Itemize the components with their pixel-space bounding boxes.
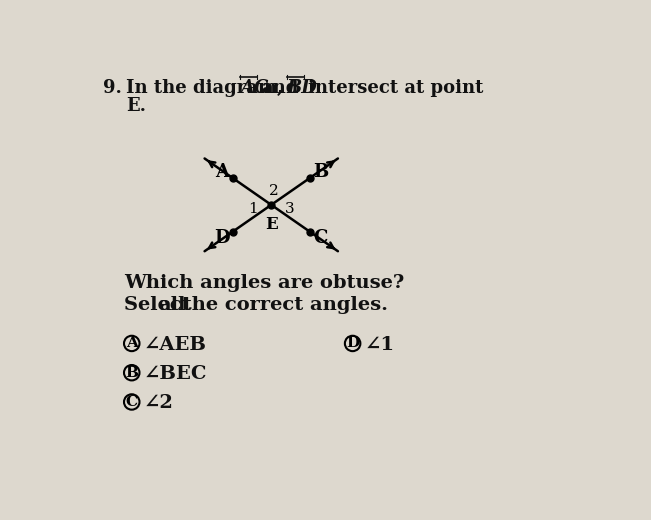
Text: 2: 2 — [269, 184, 279, 198]
Text: D: D — [346, 336, 359, 350]
Text: ∠2: ∠2 — [143, 394, 173, 412]
Text: the correct angles.: the correct angles. — [176, 296, 388, 314]
Text: B: B — [125, 366, 138, 380]
Text: ∠AEB: ∠AEB — [143, 336, 206, 354]
Text: BD: BD — [286, 80, 318, 97]
Text: E: E — [265, 216, 277, 232]
Text: C: C — [126, 395, 138, 409]
Text: Which angles are obtuse?: Which angles are obtuse? — [124, 274, 404, 292]
Text: In the diagram,: In the diagram, — [126, 80, 284, 97]
Text: C: C — [314, 229, 328, 247]
Text: and: and — [261, 80, 299, 97]
Text: AC: AC — [240, 80, 269, 97]
Text: D: D — [214, 229, 230, 247]
Text: Select: Select — [124, 296, 197, 314]
Text: intersect at point: intersect at point — [308, 80, 483, 97]
Text: 9.: 9. — [103, 80, 122, 97]
Text: E.: E. — [126, 97, 146, 115]
Text: all: all — [158, 296, 186, 314]
Text: ∠BEC: ∠BEC — [143, 365, 207, 383]
Text: 1: 1 — [248, 202, 258, 216]
Text: 3: 3 — [285, 202, 295, 216]
Text: A: A — [215, 163, 229, 181]
Text: ∠1: ∠1 — [365, 336, 395, 354]
Text: A: A — [126, 336, 138, 350]
Text: B: B — [313, 163, 328, 181]
